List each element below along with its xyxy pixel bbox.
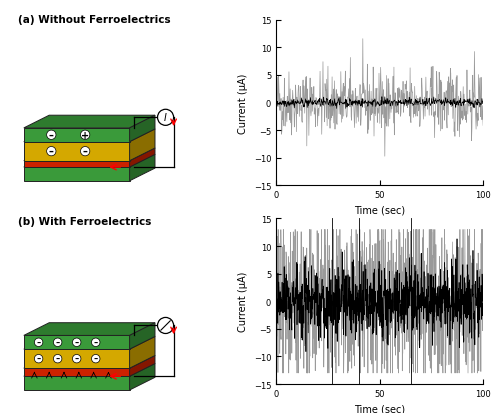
Text: –: – <box>83 147 88 157</box>
Circle shape <box>35 338 43 347</box>
Circle shape <box>80 147 90 157</box>
X-axis label: Time (sec): Time (sec) <box>354 404 405 413</box>
Circle shape <box>72 355 81 363</box>
Polygon shape <box>24 364 155 376</box>
Text: +: + <box>81 131 89 140</box>
Text: (b) With Ferroelectrics: (b) With Ferroelectrics <box>18 217 151 227</box>
Text: –: – <box>56 354 60 363</box>
Polygon shape <box>24 323 155 336</box>
Polygon shape <box>24 130 155 142</box>
Polygon shape <box>130 130 155 161</box>
Polygon shape <box>130 356 155 376</box>
Y-axis label: Current (μA): Current (μA) <box>238 271 248 332</box>
Polygon shape <box>24 168 130 181</box>
Text: –: – <box>74 338 79 347</box>
Polygon shape <box>24 142 130 161</box>
Polygon shape <box>130 149 155 168</box>
Circle shape <box>35 355 43 363</box>
Text: –: – <box>49 147 54 157</box>
Polygon shape <box>24 376 130 390</box>
X-axis label: Time (sec): Time (sec) <box>354 205 405 215</box>
Text: –: – <box>36 354 41 363</box>
Polygon shape <box>24 337 155 349</box>
Text: –: – <box>94 354 98 363</box>
Text: (a) Without Ferroelectrics: (a) Without Ferroelectrics <box>18 14 171 24</box>
Circle shape <box>47 147 56 157</box>
Text: I: I <box>164 113 167 123</box>
Polygon shape <box>130 323 155 349</box>
Circle shape <box>158 110 174 126</box>
Polygon shape <box>24 128 130 142</box>
Text: –: – <box>74 354 79 363</box>
Polygon shape <box>24 336 130 349</box>
Circle shape <box>92 355 100 363</box>
Polygon shape <box>130 116 155 142</box>
Text: –: – <box>56 338 60 347</box>
Circle shape <box>53 338 62 347</box>
Polygon shape <box>24 349 130 368</box>
Text: –: – <box>49 131 54 140</box>
Text: –: – <box>36 338 41 347</box>
Polygon shape <box>130 337 155 368</box>
Polygon shape <box>24 368 130 376</box>
Y-axis label: Current (μA): Current (μA) <box>238 73 248 133</box>
Circle shape <box>92 338 100 347</box>
Polygon shape <box>24 161 130 168</box>
Polygon shape <box>24 155 155 168</box>
Circle shape <box>80 131 90 140</box>
Circle shape <box>72 338 81 347</box>
Polygon shape <box>130 155 155 181</box>
Polygon shape <box>130 364 155 390</box>
Polygon shape <box>24 149 155 161</box>
Circle shape <box>53 355 62 363</box>
Text: –: – <box>94 338 98 347</box>
Circle shape <box>158 318 174 334</box>
Circle shape <box>47 131 56 140</box>
Polygon shape <box>24 356 155 368</box>
Polygon shape <box>24 116 155 128</box>
